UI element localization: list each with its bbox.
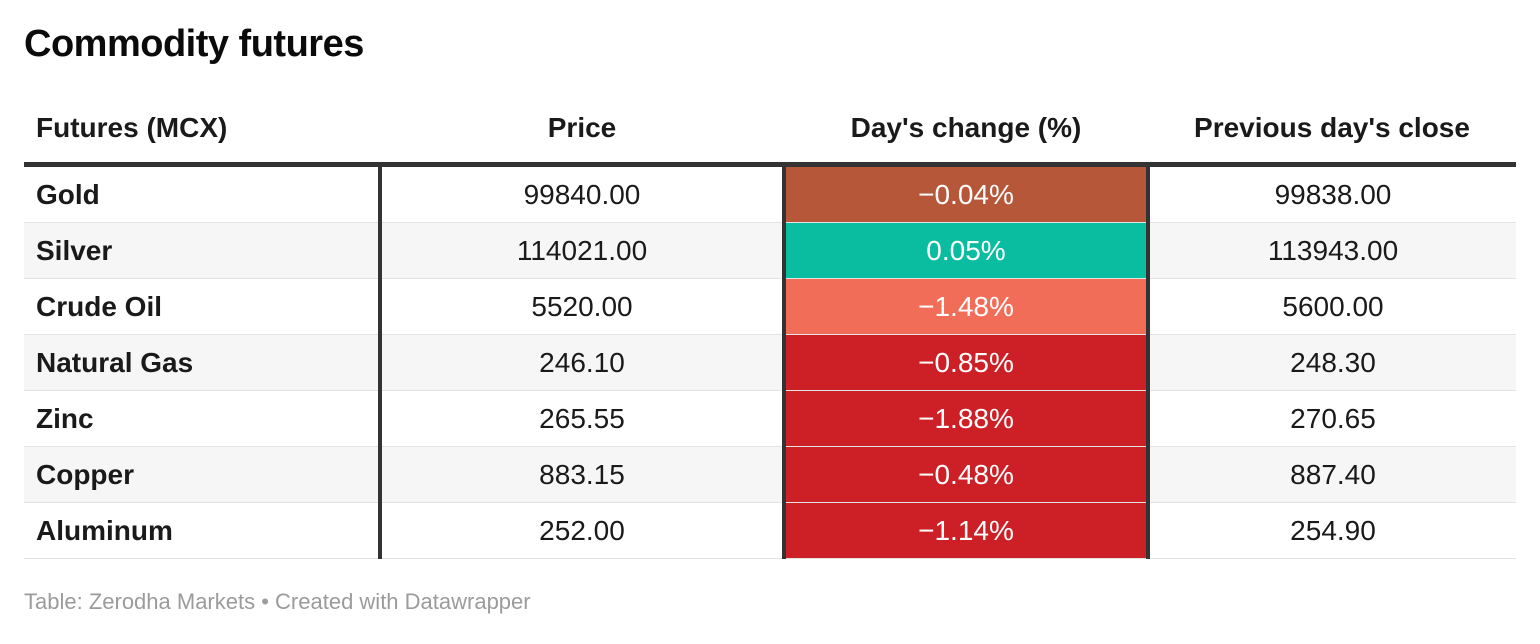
futures-name-cell: Copper	[24, 446, 382, 503]
col-header-days-change: Day's change (%)	[784, 112, 1148, 167]
days-change-cell: −1.88%	[782, 390, 1150, 447]
col-header-futures: Futures (MCX)	[24, 112, 380, 167]
table-row: Silver 114021.00 0.05% 113943.00	[24, 222, 1516, 279]
price-cell: 5520.00	[380, 278, 784, 335]
days-change-cell: −0.04%	[782, 164, 1150, 223]
days-change-cell: −0.85%	[782, 334, 1150, 391]
table-row: Natural Gas 246.10 −0.85% 248.30	[24, 334, 1516, 391]
prev-close-cell: 270.65	[1148, 390, 1516, 447]
col-header-price: Price	[380, 112, 784, 167]
days-change-cell: −0.48%	[782, 446, 1150, 503]
prev-close-cell: 99838.00	[1148, 164, 1516, 223]
price-cell: 883.15	[380, 446, 784, 503]
days-change-cell: −1.14%	[782, 502, 1150, 559]
prev-close-cell: 113943.00	[1148, 222, 1516, 279]
table-row: Crude Oil 5520.00 −1.48% 5600.00	[24, 278, 1516, 335]
futures-name-cell: Silver	[24, 222, 382, 279]
table-row: Copper 883.15 −0.48% 887.40	[24, 446, 1516, 503]
table-row: Aluminum 252.00 −1.14% 254.90	[24, 502, 1516, 559]
futures-name-cell: Aluminum	[24, 502, 382, 559]
table-row: Gold 99840.00 −0.04% 99838.00	[24, 164, 1516, 223]
table-row: Zinc 265.55 −1.88% 270.65	[24, 390, 1516, 447]
col-header-prev-close: Previous day's close	[1148, 112, 1516, 167]
page-title: Commodity futures	[24, 23, 364, 65]
price-cell: 252.00	[380, 502, 784, 559]
prev-close-cell: 248.30	[1148, 334, 1516, 391]
futures-name-cell: Gold	[24, 164, 382, 223]
page: Commodity futures Futures (MCX) Price Da…	[24, 23, 1516, 614]
price-cell: 114021.00	[380, 222, 784, 279]
days-change-cell: 0.05%	[782, 222, 1150, 279]
price-cell: 99840.00	[380, 164, 784, 223]
futures-name-cell: Natural Gas	[24, 334, 382, 391]
price-cell: 265.55	[380, 390, 784, 447]
commodity-futures-table: Futures (MCX) Price Day's change (%) Pre…	[24, 112, 1516, 559]
prev-close-cell: 5600.00	[1148, 278, 1516, 335]
days-change-cell: −1.48%	[782, 278, 1150, 335]
prev-close-cell: 254.90	[1148, 502, 1516, 559]
prev-close-cell: 887.40	[1148, 446, 1516, 503]
futures-name-cell: Crude Oil	[24, 278, 382, 335]
price-cell: 246.10	[380, 334, 784, 391]
futures-name-cell: Zinc	[24, 390, 382, 447]
footer-attribution: Table: Zerodha Markets • Created with Da…	[24, 589, 531, 614]
table-header-row: Futures (MCX) Price Day's change (%) Pre…	[24, 112, 1516, 167]
